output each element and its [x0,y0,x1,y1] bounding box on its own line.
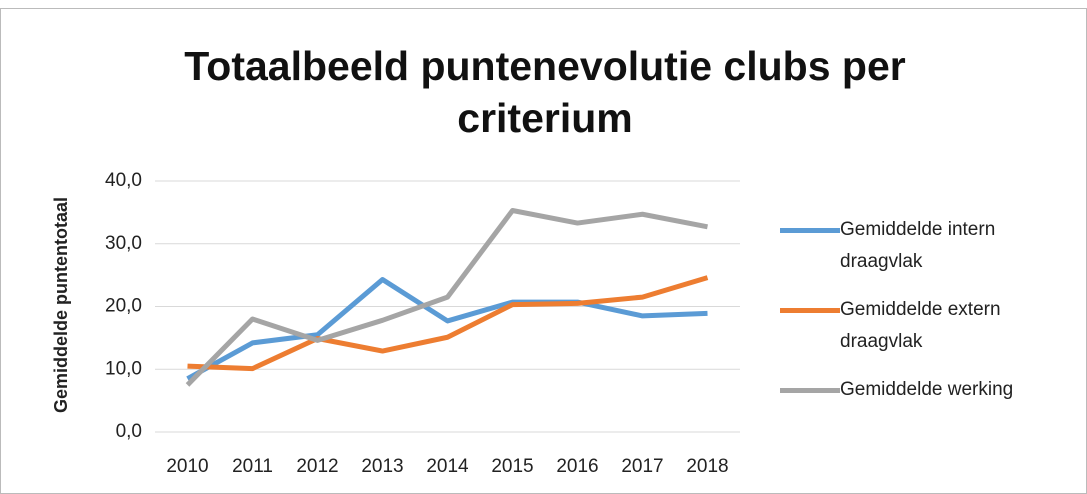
y-tick-label: 10,0 [105,358,142,379]
chart-title: Totaalbeeld puntenevolutie clubs per cri… [184,43,906,141]
x-tick-label: 2015 [491,456,533,477]
legend-label: Gemiddelde intern draagvlak [840,219,996,272]
legend-entry: Gemiddelde intern draagvlak [780,214,1020,278]
legend-swatch [780,388,840,393]
y-axis-label: Gemiddelde puntentotaal [51,197,71,413]
x-tick-label: 2013 [361,456,403,477]
series-line [187,275,709,372]
y-tick-label: 20,0 [105,296,142,317]
x-tick-label: 2011 [232,456,273,477]
series-line [185,207,708,387]
x-tick-label: 2014 [426,456,469,477]
legend-label: Gemiddelde werking [840,379,1014,400]
x-tick-label: 2017 [621,456,663,477]
series-line [186,277,708,381]
y-tick-label: 0,0 [116,421,142,442]
legend-entry: Gemiddelde extern draagvlak [780,294,1020,358]
y-tick-label: 40,0 [105,170,142,191]
x-tick-label: 2012 [296,456,338,477]
legend-entry: Gemiddelde werking [780,374,1020,406]
x-tick-label: 2010 [166,456,208,477]
legend: Gemiddelde intern draagvlak Gemiddelde ex… [780,214,1020,422]
x-tick-label: 2018 [686,456,728,477]
x-tick-label: 2016 [556,456,598,477]
y-tick-label: 30,0 [105,233,142,254]
legend-swatch [780,308,840,313]
legend-label: Gemiddelde extern draagvlak [840,299,1001,352]
legend-swatch [780,228,840,233]
